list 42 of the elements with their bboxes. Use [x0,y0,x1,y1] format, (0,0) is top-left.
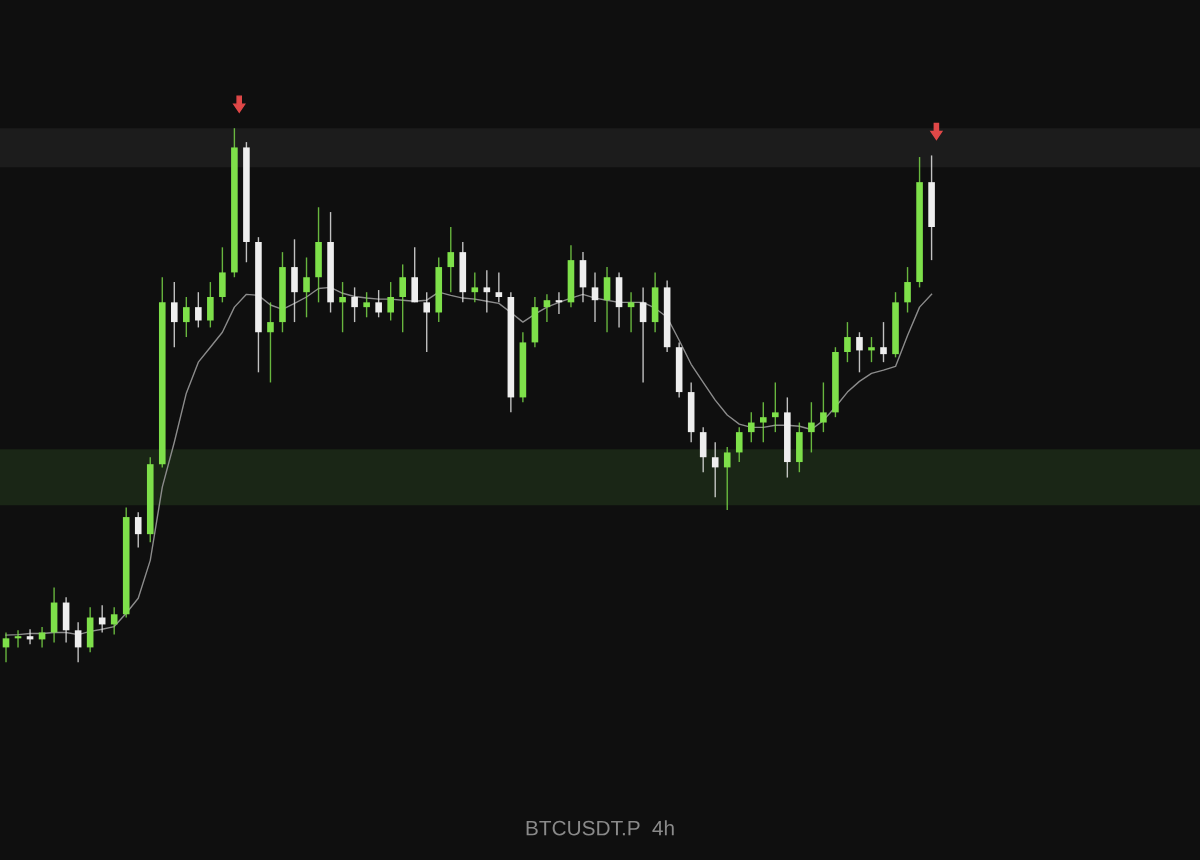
candlestick [2,631,10,664]
candlestick [627,291,635,333]
candlestick [38,626,46,649]
candlestick [747,411,755,443]
candlestick [387,281,394,322]
candlestick [808,401,815,454]
candlestick [735,426,743,463]
candlestick [711,441,719,498]
candlestick [339,281,346,333]
candlestick [363,291,370,318]
candlestick [170,281,178,348]
candlestick [303,256,310,318]
candlestick [447,226,455,293]
candlestick [471,271,479,304]
candlestick [483,269,491,314]
candlestick [98,604,106,634]
candlestick [904,266,911,314]
candlestick [856,331,863,374]
candlestick [868,336,875,363]
candlestick [267,301,274,384]
candlestick [207,281,214,329]
candlestick [591,271,599,323]
candlestick [399,263,406,333]
candlestick [759,401,767,443]
candlestick [880,321,887,363]
text: BTCUSDT.P 4h [526,820,674,836]
candlestick [639,286,647,384]
candlestick [603,266,611,333]
candlestick [723,446,731,511]
candlestick [74,621,82,664]
candlestick [423,291,431,353]
candlestick [495,271,503,304]
candlestick [110,606,118,636]
candlestick [543,293,551,323]
candlestick [183,296,190,338]
candlestick [195,291,202,329]
candlestick [375,289,382,318]
candlestick [351,286,358,323]
candlestick [134,511,142,549]
candlestick [820,381,827,433]
candlestick [844,321,851,363]
candlestick [772,381,779,433]
